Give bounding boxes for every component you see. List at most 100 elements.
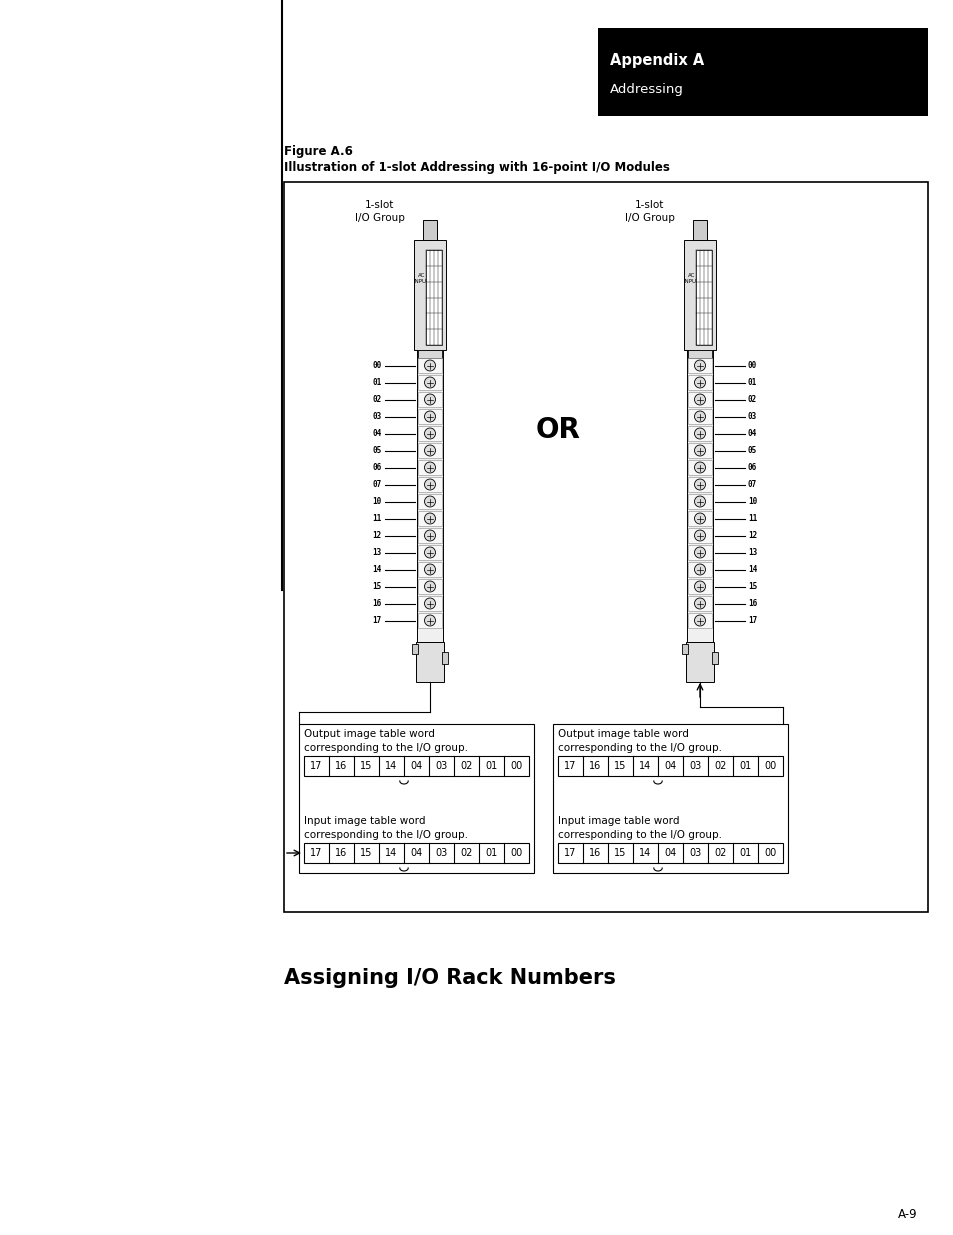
Circle shape xyxy=(424,530,435,541)
Bar xyxy=(687,358,711,373)
Circle shape xyxy=(694,479,705,490)
Circle shape xyxy=(694,547,705,558)
Text: 02: 02 xyxy=(747,395,757,404)
Text: corresponding to the I/O group.: corresponding to the I/O group. xyxy=(558,743,721,753)
Text: Input image table word: Input image table word xyxy=(558,816,679,826)
Text: 02: 02 xyxy=(460,761,472,771)
Bar xyxy=(689,358,709,364)
Text: Addressing: Addressing xyxy=(609,84,683,96)
Circle shape xyxy=(424,462,435,473)
Bar xyxy=(687,613,711,629)
Text: 05: 05 xyxy=(747,446,757,454)
Circle shape xyxy=(694,377,705,388)
Text: Figure A.6: Figure A.6 xyxy=(284,146,353,158)
Bar xyxy=(417,613,441,629)
Text: 01: 01 xyxy=(373,378,381,387)
Bar xyxy=(692,220,706,240)
Bar xyxy=(685,642,713,682)
Text: 06: 06 xyxy=(747,463,757,472)
Bar xyxy=(417,426,441,441)
Text: 03: 03 xyxy=(435,848,447,858)
Text: 17: 17 xyxy=(310,761,322,771)
Circle shape xyxy=(694,429,705,438)
Bar xyxy=(417,545,441,559)
Text: A-9: A-9 xyxy=(898,1209,917,1221)
Circle shape xyxy=(424,615,435,626)
Text: 02: 02 xyxy=(460,848,472,858)
Circle shape xyxy=(694,394,705,405)
Text: 00: 00 xyxy=(510,761,522,771)
Bar xyxy=(687,511,711,526)
Text: 1-slot: 1-slot xyxy=(365,200,395,210)
Bar xyxy=(426,249,441,345)
Text: corresponding to the I/O group.: corresponding to the I/O group. xyxy=(304,830,468,840)
Text: 03: 03 xyxy=(689,761,700,771)
Bar xyxy=(284,182,927,911)
Circle shape xyxy=(694,445,705,456)
Bar xyxy=(417,579,441,594)
Text: 00: 00 xyxy=(763,761,776,771)
Text: 04: 04 xyxy=(663,761,676,771)
Bar xyxy=(687,529,711,543)
Text: 04: 04 xyxy=(747,429,757,438)
Text: 11: 11 xyxy=(747,514,757,522)
Text: Assigning I/O Rack Numbers: Assigning I/O Rack Numbers xyxy=(284,968,616,988)
Text: 13: 13 xyxy=(747,548,757,557)
Circle shape xyxy=(694,462,705,473)
Bar xyxy=(417,511,441,526)
Bar xyxy=(304,844,529,863)
Circle shape xyxy=(694,513,705,524)
Text: 12: 12 xyxy=(373,531,381,540)
Circle shape xyxy=(424,580,435,592)
Bar xyxy=(417,494,441,509)
Bar xyxy=(687,426,711,441)
Text: 00: 00 xyxy=(373,361,381,370)
Text: 15: 15 xyxy=(360,848,373,858)
Circle shape xyxy=(424,394,435,405)
Text: 04: 04 xyxy=(663,848,676,858)
Text: 01: 01 xyxy=(739,761,751,771)
Bar xyxy=(598,28,927,116)
Bar xyxy=(417,375,441,390)
Text: 01: 01 xyxy=(747,378,757,387)
Circle shape xyxy=(424,479,435,490)
Text: 15: 15 xyxy=(373,582,381,592)
Circle shape xyxy=(424,547,435,558)
Text: 01: 01 xyxy=(739,848,751,858)
Bar xyxy=(683,240,716,350)
Circle shape xyxy=(694,359,705,370)
Bar xyxy=(414,240,446,350)
Bar xyxy=(558,844,782,863)
Circle shape xyxy=(694,411,705,422)
Bar xyxy=(687,459,711,475)
Text: 14: 14 xyxy=(639,761,651,771)
Text: AC
INPUT: AC INPUT xyxy=(683,273,700,284)
Text: 16: 16 xyxy=(335,761,347,771)
Text: 16: 16 xyxy=(373,599,381,608)
Text: corresponding to the I/O group.: corresponding to the I/O group. xyxy=(304,743,468,753)
Bar xyxy=(687,562,711,577)
Circle shape xyxy=(424,359,435,370)
Bar xyxy=(304,756,529,776)
Text: 17: 17 xyxy=(747,616,757,625)
Text: 00: 00 xyxy=(510,848,522,858)
Text: I/O Group: I/O Group xyxy=(355,212,404,224)
Bar xyxy=(412,643,417,655)
Text: 17: 17 xyxy=(564,848,576,858)
Bar xyxy=(687,579,711,594)
Bar xyxy=(417,350,441,358)
Text: 10: 10 xyxy=(373,496,381,506)
Bar xyxy=(417,443,441,458)
Text: 15: 15 xyxy=(360,761,373,771)
Circle shape xyxy=(694,580,705,592)
Circle shape xyxy=(424,513,435,524)
Text: 06: 06 xyxy=(373,463,381,472)
Circle shape xyxy=(424,411,435,422)
Bar xyxy=(687,409,711,424)
Bar xyxy=(681,643,687,655)
Bar xyxy=(558,756,782,776)
Bar xyxy=(687,443,711,458)
Circle shape xyxy=(424,564,435,576)
Text: 03: 03 xyxy=(435,761,447,771)
Text: 17: 17 xyxy=(373,616,381,625)
